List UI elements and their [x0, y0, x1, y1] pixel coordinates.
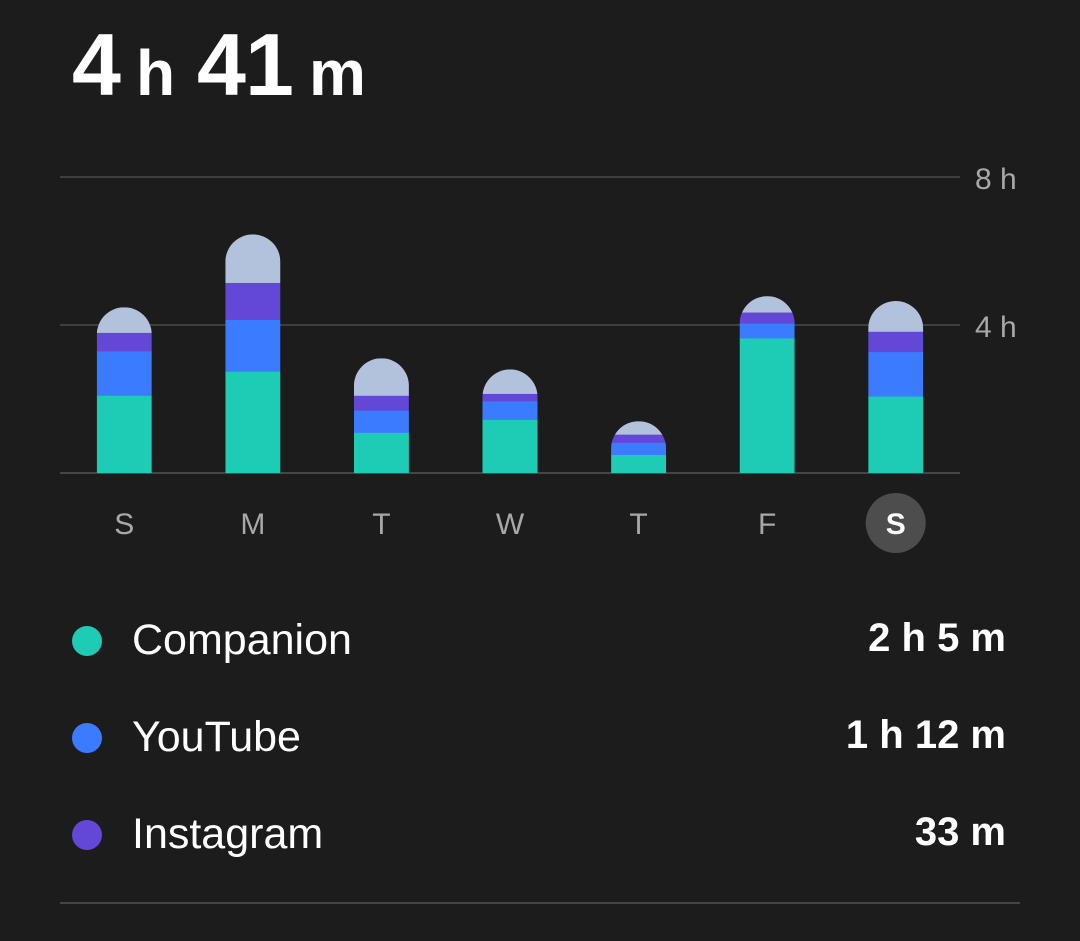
legend-dot-icon [72, 626, 102, 656]
day-label[interactable]: F [758, 508, 776, 541]
bar-day-4[interactable] [611, 421, 667, 473]
bar-segment-companion [482, 419, 538, 473]
day-label[interactable]: S [886, 508, 906, 541]
bar-segment-other [225, 234, 281, 283]
bar-segment-companion [225, 371, 281, 473]
bar-day-2[interactable] [353, 358, 409, 473]
chart-grid: 8 h 4 h [60, 163, 1017, 474]
legend-app-name: Instagram [132, 810, 324, 858]
bar-segment-other [611, 421, 667, 435]
day-label[interactable]: S [114, 508, 134, 541]
bar-segment-youtube [353, 410, 409, 433]
legend-row-companion[interactable]: Companion 2 h 5 m [0, 596, 1080, 692]
legend-dot-icon [72, 723, 102, 753]
bar-day-6[interactable] [868, 300, 924, 473]
bar-day-0[interactable] [96, 307, 152, 473]
bar-segment-companion [96, 395, 152, 473]
bar-segment-instagram [225, 282, 281, 320]
legend-app-name: YouTube [132, 713, 301, 761]
bar-day-1[interactable] [225, 234, 281, 473]
legend-app-time: 2 h 5 m [868, 616, 1006, 660]
bar-day-5[interactable] [739, 296, 795, 473]
legend-row-instagram[interactable]: Instagram 33 m [0, 790, 1080, 886]
bar-segment-other [739, 296, 795, 313]
chart-bars [96, 234, 924, 473]
bar-segment-youtube [868, 351, 924, 397]
day-label[interactable]: T [629, 508, 647, 541]
bar-day-3[interactable] [482, 369, 538, 473]
bar-segment-instagram [353, 395, 409, 411]
total-hours-unit: h [135, 37, 176, 109]
total-minutes-unit: m [308, 37, 366, 109]
bar-segment-instagram [868, 331, 924, 353]
legend-dot-icon [72, 820, 102, 850]
bar-segment-other [482, 369, 538, 394]
y-tick-label: 4 h [975, 311, 1017, 344]
weekly-usage-chart: 8 h 4 h S M T W T F S [60, 163, 1017, 553]
legend-app-name: Companion [132, 616, 352, 664]
selected-day-indicator [865, 493, 926, 553]
bar-segment-instagram [739, 312, 795, 324]
bar-segment-youtube [739, 323, 795, 339]
bar-segment-instagram [96, 332, 152, 352]
day-label[interactable]: T [372, 508, 390, 541]
bar-segment-instagram [482, 393, 538, 402]
bottom-divider [60, 902, 1020, 904]
total-minutes: 41 [197, 15, 294, 114]
total-hours: 4 [72, 15, 121, 114]
legend-row-youtube[interactable]: YouTube 1 h 12 m [0, 693, 1080, 789]
bar-segment-companion [868, 396, 924, 473]
bar-segment-youtube [225, 319, 281, 372]
bar-segment-companion [353, 432, 409, 473]
legend-app-time: 1 h 12 m [845, 713, 1006, 757]
bar-segment-other [353, 358, 409, 396]
legend-app-time: 33 m [914, 810, 1006, 854]
bar-segment-other [868, 300, 924, 332]
bar-segment-instagram [611, 434, 667, 443]
day-label[interactable]: M [240, 508, 265, 541]
bar-segment-youtube [96, 350, 152, 396]
bar-segment-other [96, 307, 152, 333]
total-screen-time: 4 h 41 m [72, 14, 366, 114]
bar-segment-companion [739, 337, 795, 473]
bar-segment-companion [611, 454, 667, 473]
bar-segment-youtube [482, 400, 538, 420]
bar-segment-youtube [611, 442, 667, 455]
day-label[interactable]: W [496, 508, 525, 541]
y-tick-label: 8 h [975, 163, 1017, 196]
